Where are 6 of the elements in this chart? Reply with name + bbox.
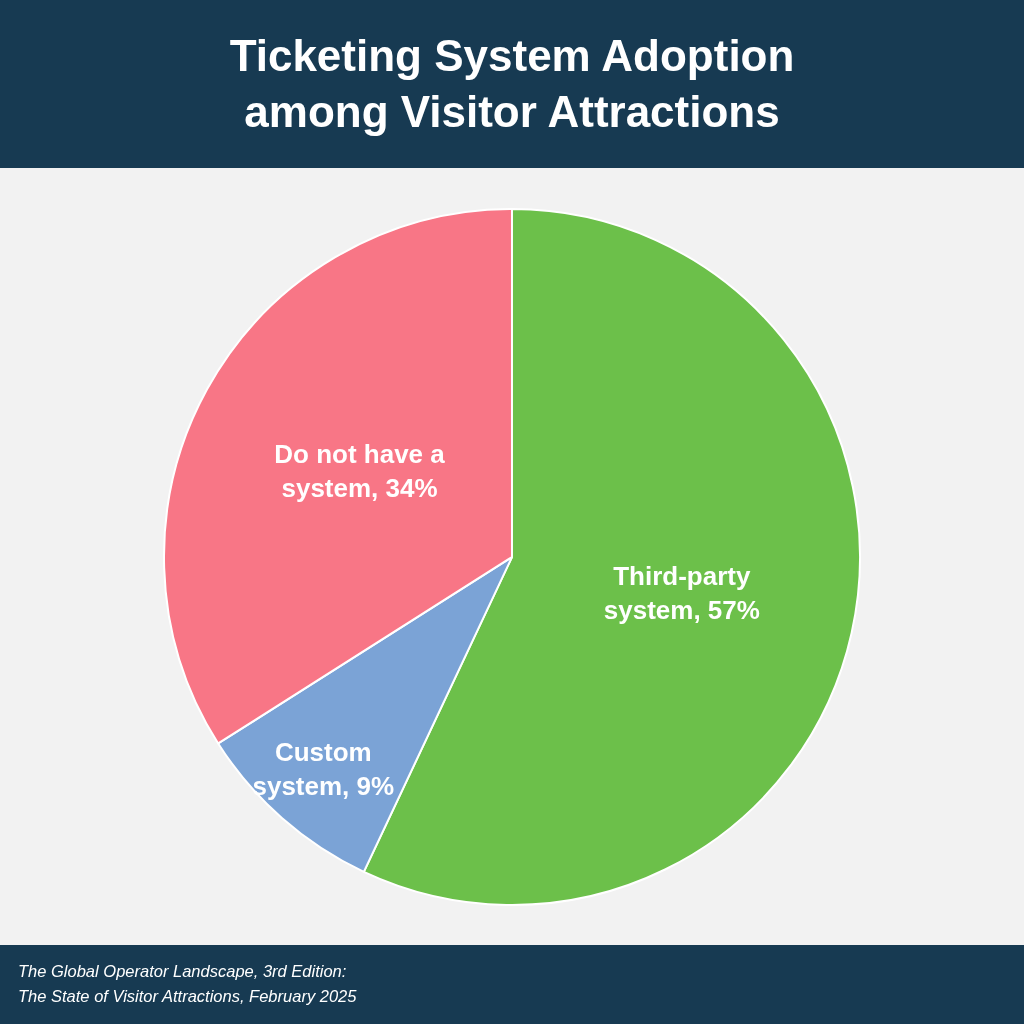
text: The Global Operator Landscape, 3rd Edition: — [18, 961, 348, 982]
slice-label: Third-party system, 57% — [603, 561, 760, 626]
text: The State of Visitor Attractions, February 2025 — [18, 986, 357, 1007]
slice-label: Do not have a system, 34% — [274, 439, 446, 504]
slice-label: Custom system, 9% — [252, 737, 395, 802]
chart-title: Ticketing System Adoption among Visitor Attractions — [228, 30, 796, 138]
